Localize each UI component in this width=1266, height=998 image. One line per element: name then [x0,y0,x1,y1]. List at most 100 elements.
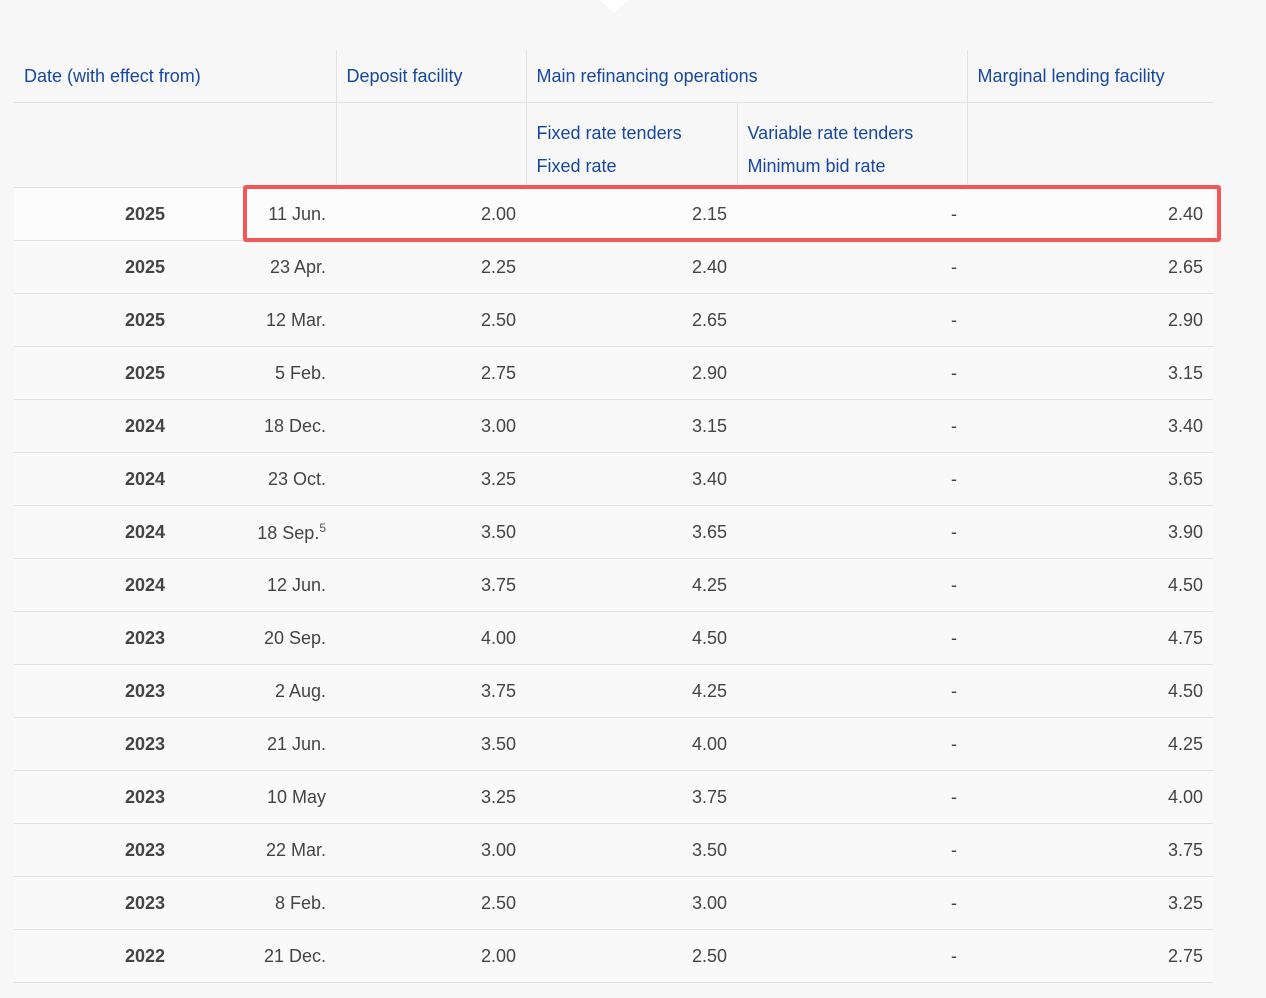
deposit-cell: 2.25 [336,240,527,294]
data-row: 2023 21 Jun. 3.50 4.00-4.25 [14,717,1214,771]
deposit-cell: 4.00 [336,611,527,665]
fixed-rate-cell: 3.40 [526,452,738,506]
deposit-cell: 3.50 [336,505,527,559]
fixed-rate-cell: 4.00 [526,717,738,771]
deposit-cell: 3.75 [336,558,527,612]
data-row: 2024 12 Jun. 3.75 4.25-4.50 [14,558,1214,612]
fixed-rate-cell: 2.90 [526,346,738,400]
footnote: 5 [319,520,327,535]
year-cell: 2022 [14,929,185,983]
marginal-cell: 4.50 [967,558,1214,612]
marginal-cell: 4.75 [967,611,1214,665]
variable-rate-cell: - [737,399,968,453]
marginal-cell: 2.90 [967,293,1214,347]
variable-rate-cell: - [737,611,968,665]
table-body: 2025 11 Jun. 2.00 2.15-2.40 2025 23 Apr. 2.25 2… [14,187,1214,983]
deposit-cell: 3.25 [336,770,527,824]
data-row: 2025 23 Apr. 2.25 2.40-2.65 [14,240,1214,294]
date-text: 10 May [266,786,327,807]
variable-rate-cell: - [737,823,968,877]
date-text: 18 Dec. [263,415,327,436]
data-row: 2023 10 May 3.25 3.75-4.00 [14,770,1214,824]
header-row: Date (with effect from) Deposit facility… [14,50,1214,103]
marginal-cell: 4.50 [967,664,1214,718]
fixed-rate-cell: 2.40 [526,240,738,294]
date-cell: 5 Feb. [185,346,337,400]
header-cell: Variable rate tenders Minimum bid rate [736,102,968,188]
highlight-box [243,185,1221,242]
year-cell: 2023 [14,717,185,771]
date-cell: 22 Mar. [185,823,337,877]
fixed-rate-cell: 3.00 [526,876,738,930]
data-row: 2023 8 Feb. 2.50 3.00-3.25 [14,876,1214,930]
header-cell: Marginal lending facility [966,50,1214,103]
year-cell: 2025 [14,240,185,294]
variable-rate-cell: - [737,452,968,506]
header-cell: Fixed rate tenders Fixed rate [525,102,738,188]
date-text: 21 Jun. [266,733,327,754]
year-cell: 2025 [14,293,185,347]
date-cell: 21 Dec. [185,929,337,983]
deposit-cell: 3.25 [336,452,527,506]
marginal-cell: 3.15 [967,346,1214,400]
date-text: 11 Jun. [268,203,327,224]
fixed-rate-cell: 3.15 [526,399,738,453]
notch [600,0,628,13]
marginal-cell: 3.40 [967,399,1214,453]
marginal-cell: 4.25 [967,717,1214,771]
rates-table: Date (with effect from) Deposit facility… [14,50,1214,983]
deposit-cell: 3.75 [336,664,527,718]
data-row: 2023 20 Sep. 4.00 4.50-4.75 [14,611,1214,665]
header-text: Fixed rate [536,156,617,176]
variable-rate-cell: - [737,664,968,718]
variable-rate-cell: - [737,187,968,241]
marginal-cell: 3.25 [967,876,1214,930]
variable-rate-cell: - [737,770,968,824]
data-row: 2025 12 Mar. 2.50 2.65-2.90 [14,293,1214,347]
deposit-cell: 3.00 [336,823,527,877]
header-cell: Main refinancing operations [525,50,968,103]
date-text: 8 Feb. [274,892,327,913]
date-cell: 12 Mar. [185,293,337,347]
year-cell: 2023 [14,770,185,824]
data-row: 2024 23 Oct. 3.25 3.40-3.65 [14,452,1214,506]
date-cell: 23 Apr. [185,240,337,294]
header-text: Variable rate tenders [747,123,914,143]
date-cell: 20 Sep. [185,611,337,665]
variable-rate-cell: - [737,240,968,294]
date-text: 12 Mar. [265,309,327,330]
data-row: 2025 5 Feb. 2.75 2.90-3.15 [14,346,1214,400]
header-row: Fixed rate tenders Fixed rate Variable ra… [14,102,1214,188]
year-cell: 2024 [14,558,185,612]
date-text: 23 Oct. [267,468,327,489]
deposit-cell: 3.50 [336,717,527,771]
date-cell: 2 Aug. [185,664,337,718]
date-text: 18 Sep. [257,522,320,543]
variable-rate-cell: - [737,717,968,771]
year-cell: 2024 [14,505,185,559]
header-cell [966,102,1214,188]
rates-table-wrap: Date (with effect from) Deposit facility… [14,50,1214,983]
date-text: 2 Aug. [274,680,327,701]
date-cell: 23 Oct. [185,452,337,506]
deposit-cell: 2.00 [336,187,527,241]
year-cell: 2023 [14,664,185,718]
date-cell: 18 Sep.5 [185,505,337,559]
variable-rate-cell: - [737,929,968,983]
year-cell: 2025 [14,346,185,400]
marginal-cell: 3.65 [967,452,1214,506]
header-cell: Deposit facility [335,50,527,103]
fixed-rate-cell: 4.25 [526,558,738,612]
year-cell: 2023 [14,876,185,930]
date-text: 12 Jun. [266,574,327,595]
date-cell: 21 Jun. [185,717,337,771]
date-text: 23 Apr. [269,256,327,277]
deposit-cell: 2.50 [336,293,527,347]
fixed-rate-cell: 3.75 [526,770,738,824]
marginal-cell: 4.00 [967,770,1214,824]
marginal-cell: 3.75 [967,823,1214,877]
variable-rate-cell: - [737,293,968,347]
fixed-rate-cell: 2.15 [526,187,738,241]
deposit-cell: 2.00 [336,929,527,983]
